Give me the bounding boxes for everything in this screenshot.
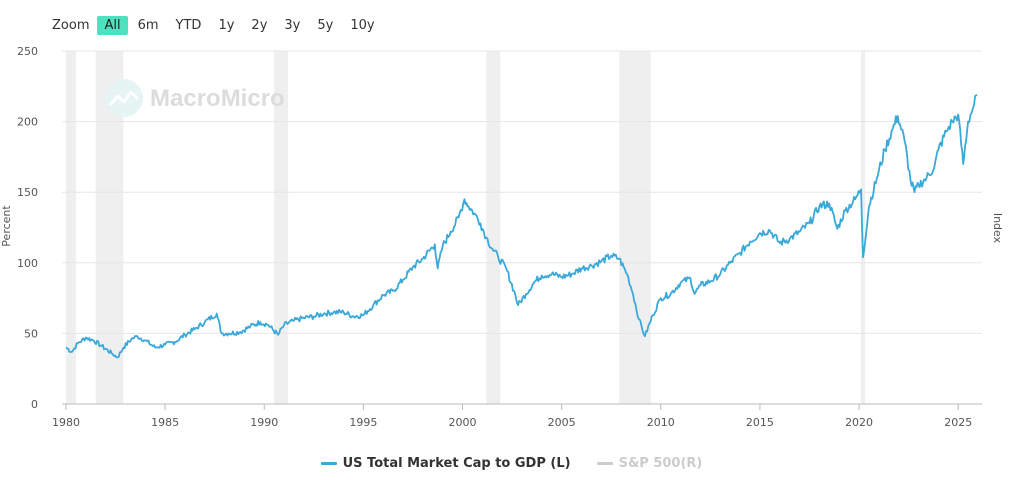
x-tick-label: 1980 [52, 416, 80, 429]
legend-label: US Total Market Cap to GDP (L) [342, 456, 571, 471]
watermark-text: MacroMicro [150, 85, 285, 112]
x-tick-label: 1990 [250, 416, 278, 429]
zoom-button-5y[interactable]: 5y [317, 18, 334, 33]
gridlines [62, 50, 982, 334]
x-tick-label: 2025 [944, 416, 972, 429]
x-tick-label: 1985 [151, 416, 179, 429]
legend-swatch [596, 462, 613, 465]
y-axis-label-right: Index [991, 213, 1004, 244]
watermark-logo-icon [105, 79, 143, 117]
zoom-button-1y[interactable]: 1y [218, 18, 235, 33]
recession-band [65, 51, 76, 404]
line-chart: MacroMicro 0 50 100 150 200 250 1980 1985 1990 19… [0, 45, 1004, 429]
y-tick-label: 100 [17, 257, 38, 270]
legend-item[interactable]: S&P 500(R) [596, 456, 703, 471]
y-tick-label: 50 [24, 327, 38, 340]
y-tick-label: 250 [17, 45, 38, 58]
recession-band [274, 51, 289, 404]
x-tick-label: 2005 [548, 416, 576, 429]
recession-band [861, 51, 866, 404]
legend-label: S&P 500(R) [618, 456, 703, 471]
x-tick-label: 2010 [647, 416, 675, 429]
recession-band [619, 51, 651, 404]
x-tick-label: 1995 [349, 416, 377, 429]
watermark-chart-icon [109, 90, 139, 106]
zoom-button-6m[interactable]: 6m [137, 18, 159, 33]
y-tick-label: 150 [17, 186, 38, 199]
legend-swatch [320, 462, 337, 465]
y-tick-label: 0 [31, 398, 38, 411]
zoom-button-10y[interactable]: 10y [350, 18, 375, 33]
axes: 0 50 100 150 200 250 1980 1985 1990 1995 2000 2005 2… [17, 45, 982, 429]
zoom-button-group: All 6m YTD 1y 2y 3y 5y 10y [97, 16, 384, 35]
zoom-button-2y[interactable]: 2y [251, 18, 268, 33]
zoom-button-all[interactable]: All [97, 16, 128, 35]
zoom-button-ytd[interactable]: YTD [175, 18, 202, 33]
zoom-bar: Zoom All 6m YTD 1y 2y 3y 5y 10y [52, 16, 385, 35]
y-tick-label: 200 [17, 116, 38, 129]
y-axis-label-left: Percent [0, 205, 13, 247]
series-layer [65, 94, 978, 359]
legend-item[interactable]: US Total Market Cap to GDP (L) [320, 456, 571, 471]
legend: US Total Market Cap to GDP (L) S&P 500(R) [0, 456, 1023, 471]
series-line [65, 94, 978, 359]
recession-band [486, 51, 501, 404]
x-tick-label: 2000 [449, 416, 477, 429]
zoom-label: Zoom [52, 18, 90, 33]
x-tick-label: 2020 [845, 416, 873, 429]
x-tick-label: 2015 [746, 416, 774, 429]
watermark: MacroMicro [105, 79, 285, 117]
zoom-button-3y[interactable]: 3y [284, 18, 301, 33]
